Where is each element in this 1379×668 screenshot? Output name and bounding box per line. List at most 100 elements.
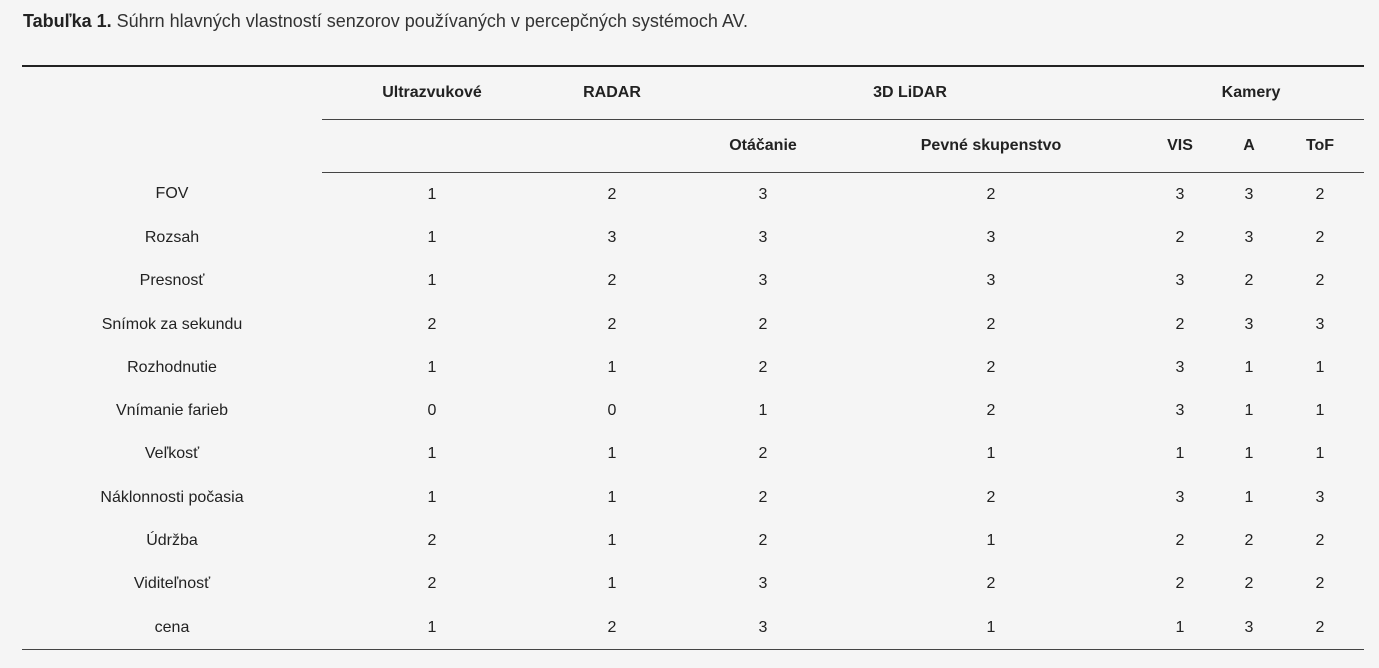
table-row: Presnosť 1 2 3 3 3 2 2 — [22, 260, 1364, 303]
table-cell: 3 — [1175, 272, 1185, 290]
table-cell: 3 — [758, 185, 768, 203]
table-cell: 3 — [682, 605, 844, 651]
table-cell: 1 — [427, 488, 437, 506]
table-cell: 1 — [607, 532, 617, 550]
table-row: Veľkosť 1 1 2 1 1 1 1 — [22, 433, 1364, 476]
header-lidar: 3D LiDAR — [682, 65, 1138, 120]
table-cell: 3 — [758, 575, 768, 593]
table-cell: 1 — [607, 488, 617, 506]
table-cell: 1 — [986, 532, 996, 550]
table-cell: 2 — [758, 315, 768, 333]
table-cell: 2 — [758, 445, 768, 463]
table-row: FOV 1 2 3 2 3 3 2 — [22, 173, 1364, 217]
table-cell: 2 — [607, 315, 617, 333]
row-label: Veľkosť — [144, 445, 200, 463]
table-cell: 2 — [986, 575, 996, 593]
table-cell: 1 — [1138, 605, 1222, 651]
row-label: Rozhodnutie — [127, 358, 217, 376]
table-cell: 2 — [427, 575, 437, 593]
table-cell: 2 — [1276, 605, 1365, 651]
table-cell: 2 — [758, 532, 768, 550]
header-row-groups: Ultrazvukové RADAR 3D LiDAR Kamery — [22, 65, 1365, 173]
table-cell: 2 — [758, 488, 768, 506]
table-cell: 3 — [607, 228, 617, 246]
table-cell: 2 — [1315, 272, 1325, 290]
header-empty-cell — [22, 65, 322, 173]
table-cell: 2 — [1175, 532, 1185, 550]
table-cell: 2 — [986, 402, 996, 420]
table-cell: 3 — [1244, 315, 1254, 333]
table-cell: 3 — [986, 228, 996, 246]
table-cell: 1 — [607, 575, 617, 593]
table-caption: Tabuľka 1. Súhrn hlavných vlastností sen… — [23, 9, 748, 33]
table-cell: 3 — [758, 272, 768, 290]
table-cell: 2 — [1175, 315, 1185, 333]
table-caption-text: Súhrn hlavných vlastností senzorov použí… — [111, 11, 748, 31]
table-row: Snímok za sekundu 2 2 2 2 2 3 3 — [22, 303, 1364, 346]
row-label: Náklonnosti počasia — [100, 488, 244, 506]
table-cell: 1 — [986, 445, 996, 463]
table-row: Náklonnosti počasia 1 1 2 2 3 1 3 — [22, 476, 1364, 519]
table-cell: 3 — [986, 272, 996, 290]
table-cell: 1 — [1315, 358, 1325, 376]
table-cell: 1 — [427, 272, 437, 290]
table-cell: 0 — [427, 402, 437, 420]
row-label: Presnosť — [139, 272, 205, 290]
table-cell: 2 — [986, 488, 996, 506]
header-ultrasonic: Ultrazvukové — [322, 65, 542, 120]
table-cell: 1 — [844, 605, 1138, 651]
table-cell: 2 — [1315, 228, 1325, 246]
table-row: Viditeľnosť 2 1 3 2 2 2 2 — [22, 563, 1364, 606]
table-row: Údržba 2 1 2 1 2 2 2 — [22, 519, 1364, 562]
table-cell: 3 — [1222, 605, 1276, 651]
table-cell: 2 — [542, 605, 682, 651]
row-label: Viditeľnosť — [133, 575, 211, 593]
table-cell: 1 — [1244, 358, 1254, 376]
table-cell: 2 — [1315, 575, 1325, 593]
table-cell: 3 — [1175, 488, 1185, 506]
table-cell: 2 — [1175, 575, 1185, 593]
row-label: Vnímanie farieb — [115, 402, 229, 420]
header-row-sub: Otáčanie Pevné skupenstvo VIS A ToF — [22, 119, 1365, 173]
table-row: Rozhodnutie 1 1 2 2 3 1 1 — [22, 346, 1364, 389]
header-a: A — [1222, 119, 1276, 173]
header-solid-state: Pevné skupenstvo — [844, 119, 1138, 173]
table-cell: 1 — [1315, 445, 1325, 463]
table-cell: 3 — [1175, 358, 1185, 376]
table-cell: 2 — [607, 272, 617, 290]
row-label: cena — [22, 605, 322, 651]
table-cell: 3 — [1175, 402, 1185, 420]
table-cell: 1 — [427, 358, 437, 376]
table-cell: 2 — [986, 358, 996, 376]
table-cell: 2 — [427, 315, 437, 333]
table-cell: 1 — [427, 445, 437, 463]
table-cell: 3 — [1244, 185, 1254, 203]
table-cell: 1 — [758, 402, 768, 420]
table-cell: 3 — [1315, 315, 1325, 333]
table-cell: 2 — [986, 315, 996, 333]
header-radar: RADAR — [542, 65, 682, 120]
header-tof: ToF — [1276, 119, 1365, 173]
table-cell: 2 — [1315, 532, 1325, 550]
table-cell: 3 — [1175, 185, 1185, 203]
table-cell: 2 — [1175, 228, 1185, 246]
table-cell: 2 — [427, 532, 437, 550]
table-cell: 1 — [322, 605, 542, 651]
table-row: Rozsah 1 3 3 3 2 3 2 — [22, 216, 1364, 259]
table-cell: 2 — [1244, 575, 1254, 593]
table-cell: 1 — [607, 358, 617, 376]
table-cell: 1 — [1244, 488, 1254, 506]
table-cell: 3 — [1315, 488, 1325, 506]
header-rotating: Otáčanie — [682, 119, 844, 173]
table-cell: 1 — [1315, 402, 1325, 420]
row-label: Rozsah — [144, 228, 200, 246]
header-cameras: Kamery — [1138, 65, 1365, 120]
sensor-comparison-table: Ultrazvukové RADAR 3D LiDAR Kamery Otáča… — [22, 65, 1365, 651]
table-cell: 1 — [1175, 445, 1185, 463]
table-cell: 1 — [1244, 402, 1254, 420]
table-cell: 1 — [1244, 445, 1254, 463]
table-cell: 0 — [607, 402, 617, 420]
table-cell: 3 — [758, 228, 768, 246]
header-vis: VIS — [1138, 119, 1222, 173]
table-caption-label: Tabuľka 1. — [23, 11, 112, 31]
